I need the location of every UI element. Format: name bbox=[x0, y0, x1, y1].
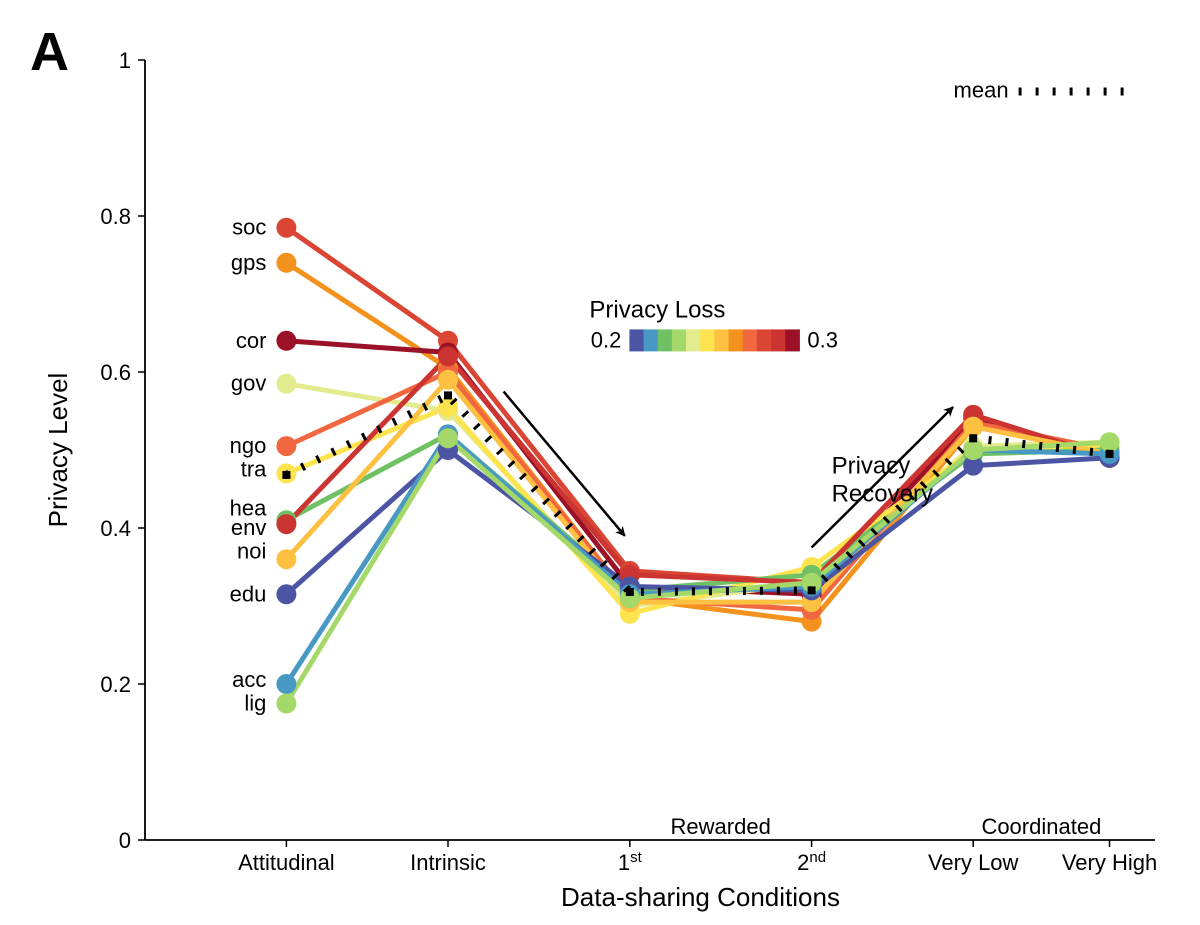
series-label-lig: lig bbox=[244, 691, 266, 716]
series-marker-env bbox=[276, 514, 296, 534]
series-marker-env bbox=[438, 346, 458, 366]
series-line-hea bbox=[286, 434, 1109, 590]
series-marker-gov bbox=[276, 374, 296, 394]
y-tick-label: 0.8 bbox=[100, 204, 131, 229]
y-tick-label: 1 bbox=[119, 48, 131, 73]
series-marker-lig bbox=[963, 440, 983, 460]
y-tick-label: 0 bbox=[119, 828, 131, 853]
x-axis-label: Data-sharing Conditions bbox=[561, 882, 840, 912]
series-marker-cor bbox=[276, 331, 296, 351]
series-label-gps: gps bbox=[231, 250, 266, 275]
privacy-loss-colorbar-cell bbox=[757, 329, 772, 351]
series-label-tra: tra bbox=[241, 457, 267, 482]
privacy-loss-low-label: 0.2 bbox=[591, 327, 622, 352]
y-tick-label: 0.2 bbox=[100, 672, 131, 697]
privacy-loss-colorbar-cell bbox=[729, 329, 744, 351]
privacy-loss-high-label: 0.3 bbox=[807, 327, 838, 352]
y-axis-label: Privacy Level bbox=[43, 373, 73, 528]
series-marker-noi bbox=[276, 549, 296, 569]
series-marker-soc bbox=[276, 218, 296, 238]
mean-marker bbox=[969, 434, 977, 442]
privacy-loss-colorbar-cell bbox=[629, 329, 644, 351]
mean-marker bbox=[282, 471, 290, 479]
series-marker-noi bbox=[963, 417, 983, 437]
mean-marker bbox=[444, 391, 452, 399]
privacy-recovery-title-2: Recovery bbox=[832, 480, 933, 507]
series-marker-ngo bbox=[276, 436, 296, 456]
series-marker-lig bbox=[1100, 432, 1120, 452]
mean-marker bbox=[626, 588, 634, 596]
privacy-loss-colorbar-cell bbox=[686, 329, 701, 351]
series-marker-lig bbox=[438, 428, 458, 448]
privacy-loss-colorbar-cell bbox=[700, 329, 715, 351]
series-line-lig bbox=[286, 438, 1109, 703]
y-tick-label: 0.6 bbox=[100, 360, 131, 385]
x-tick-label: 1st bbox=[618, 849, 643, 876]
series-label-soc: soc bbox=[232, 215, 266, 240]
privacy-loss-colorbar-cell bbox=[658, 329, 673, 351]
series-label-ngo: ngo bbox=[230, 433, 267, 458]
series-line-edu bbox=[286, 450, 1109, 594]
privacy-loss-colorbar-cell bbox=[785, 329, 800, 351]
privacy-recovery-title-1: Privacy bbox=[832, 452, 911, 479]
series-marker-acc bbox=[276, 674, 296, 694]
privacy-loss-colorbar-cell bbox=[771, 329, 786, 351]
privacy-loss-colorbar-cell bbox=[743, 329, 758, 351]
chart-svg: A 0 0.2 0.4 0.6 0.8 1 Privacy Level Attitudinal I… bbox=[0, 0, 1200, 925]
privacy-loss-title: Privacy Loss bbox=[589, 296, 725, 323]
series-label-acc: acc bbox=[232, 667, 266, 692]
series-marker-edu bbox=[276, 584, 296, 604]
series-label-env: env bbox=[231, 515, 266, 540]
legend-mean-label: mean bbox=[954, 78, 1009, 103]
privacy-loss-colorbar-cell bbox=[672, 329, 687, 351]
mean-marker bbox=[1106, 450, 1114, 458]
series-marker-noi bbox=[438, 370, 458, 390]
series-label-gov: gov bbox=[231, 371, 266, 396]
x-group-label: Coordinated bbox=[981, 814, 1101, 839]
y-tick-label: 0.4 bbox=[100, 516, 131, 541]
series-line-cor bbox=[286, 341, 1109, 595]
series-label-cor: cor bbox=[236, 328, 267, 353]
x-group-label: Rewarded bbox=[671, 814, 771, 839]
series-marker-lig bbox=[276, 694, 296, 714]
x-tick-label: Intrinsic bbox=[410, 850, 486, 875]
series-line-acc bbox=[286, 434, 1109, 684]
x-tick-label: Attitudinal bbox=[238, 850, 335, 875]
privacy-loss-colorbar-cell bbox=[644, 329, 659, 351]
panel-label: A bbox=[30, 22, 69, 82]
series-label-noi: noi bbox=[237, 538, 266, 563]
x-tick-label: Very High bbox=[1062, 850, 1157, 875]
x-tick-label: 2nd bbox=[797, 849, 826, 876]
mean-marker bbox=[808, 586, 816, 594]
chart-container: A 0 0.2 0.4 0.6 0.8 1 Privacy Level Attitudinal I… bbox=[0, 0, 1200, 925]
series-label-edu: edu bbox=[230, 581, 267, 606]
series-marker-gps bbox=[276, 253, 296, 273]
privacy-loss-colorbar-cell bbox=[714, 329, 729, 351]
x-tick-label: Very Low bbox=[928, 850, 1019, 875]
